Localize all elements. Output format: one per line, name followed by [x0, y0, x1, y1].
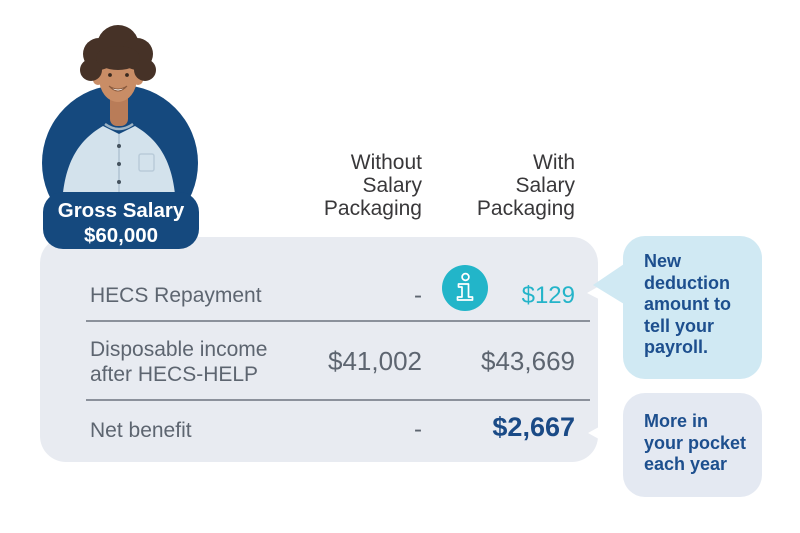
gross-salary-badge: Gross Salary $60,000 [43, 192, 199, 249]
hair [80, 25, 156, 81]
row-hecs-without-value: - [414, 282, 422, 309]
gross-salary-value: $60,000 [83, 224, 159, 247]
row-netbenefit-with-value: $2,667 [492, 412, 575, 442]
row-disposable-without-value: $41,002 [328, 346, 422, 376]
callout-arrow-left-icon [587, 264, 624, 312]
comparison-table-panel [40, 237, 598, 462]
column-header-without: Without Salary Packaging [323, 151, 422, 220]
divider [86, 399, 590, 401]
row-hecs-with-value: $129 [521, 282, 575, 309]
row-hecs-label: HECS Repayment [90, 284, 262, 307]
callout-more-pocket: More in your pocket each year [623, 393, 762, 497]
gross-salary-label: Gross Salary [57, 199, 185, 222]
column-header-with: With Salary Packaging [476, 151, 575, 220]
callout-more-pocket-text: More in your pocket each year [644, 411, 747, 474]
callout-new-deduction-text: New deduction amount to tell your payrol… [644, 251, 731, 357]
row-disposable-label: Disposable income after HECS-HELP [90, 338, 268, 386]
row-netbenefit-label: Net benefit [90, 419, 192, 442]
divider [86, 320, 590, 322]
callout-arrow-left-icon [588, 413, 624, 453]
row-disposable-with-value: $43,669 [481, 346, 575, 376]
info-icon[interactable] [442, 265, 488, 311]
callout-new-deduction: New deduction amount to tell your payrol… [623, 236, 762, 379]
row-netbenefit-without-value: - [414, 416, 422, 443]
